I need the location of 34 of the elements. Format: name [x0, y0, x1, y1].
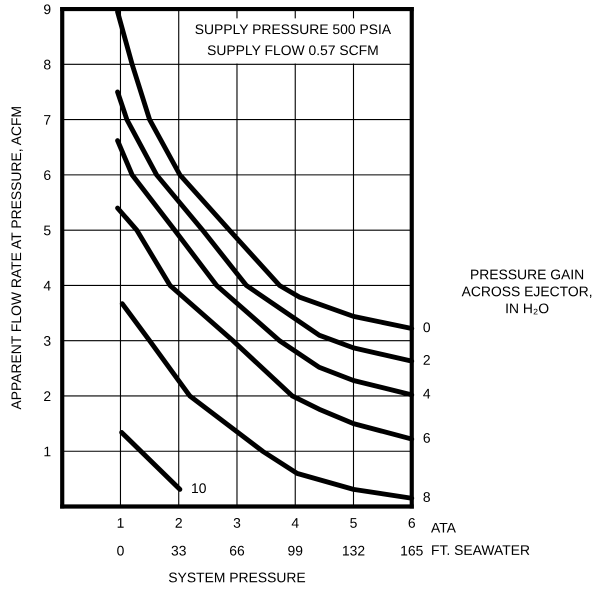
x-axis-title: SYSTEM PRESSURE [168, 572, 306, 582]
x2-tick-label: 132 [342, 546, 364, 556]
y-tick-label: 5 [44, 226, 51, 236]
y-tick-label: 7 [44, 115, 50, 125]
x-tick-label: 6 [408, 518, 415, 528]
series-label: 10 [192, 483, 206, 494]
x-tick-label: 5 [350, 518, 357, 528]
legend-title: PRESSURE GAIN ACROSS EJECTOR, IN H₂O [462, 270, 592, 314]
y-tick-label: 3 [44, 336, 50, 346]
annotation: SUPPLY FLOW 0.57 SCFM [208, 45, 378, 56]
y-tick-label: 1 [44, 446, 50, 456]
y-axis-title: APPARENT FLOW RATE AT PRESSURE, ACFM [11, 107, 23, 410]
x2-tick-label: 0 [117, 546, 124, 556]
series-label: 2 [424, 355, 430, 365]
x-tick-label: 2 [176, 518, 182, 528]
x2-tick-label: 165 [401, 546, 423, 556]
series-label: 4 [423, 388, 430, 398]
x2-axis-title: FT. SEAWATER [432, 545, 530, 556]
y-tick-label: 8 [44, 60, 51, 70]
annotation: SUPPLY PRESSURE 500 PSIA [195, 24, 392, 34]
series-label: 8 [423, 492, 430, 502]
x-tick-label: 1 [118, 518, 124, 528]
x2-tick-label: 99 [288, 546, 302, 556]
y-tick-label: 6 [44, 170, 50, 180]
y-tick-label: 4 [44, 280, 51, 290]
series-label: 0 [423, 322, 430, 332]
x-tick-label: 4 [292, 518, 299, 528]
x2-tick-label: 33 [172, 546, 186, 556]
y-tick-label: 9 [44, 4, 50, 14]
series-label: 6 [424, 432, 430, 443]
y-tick-label: 2 [44, 391, 50, 402]
x-tick-label: 3 [234, 518, 240, 528]
text: ATA [431, 522, 456, 532]
x2-tick-label: 66 [230, 546, 244, 556]
